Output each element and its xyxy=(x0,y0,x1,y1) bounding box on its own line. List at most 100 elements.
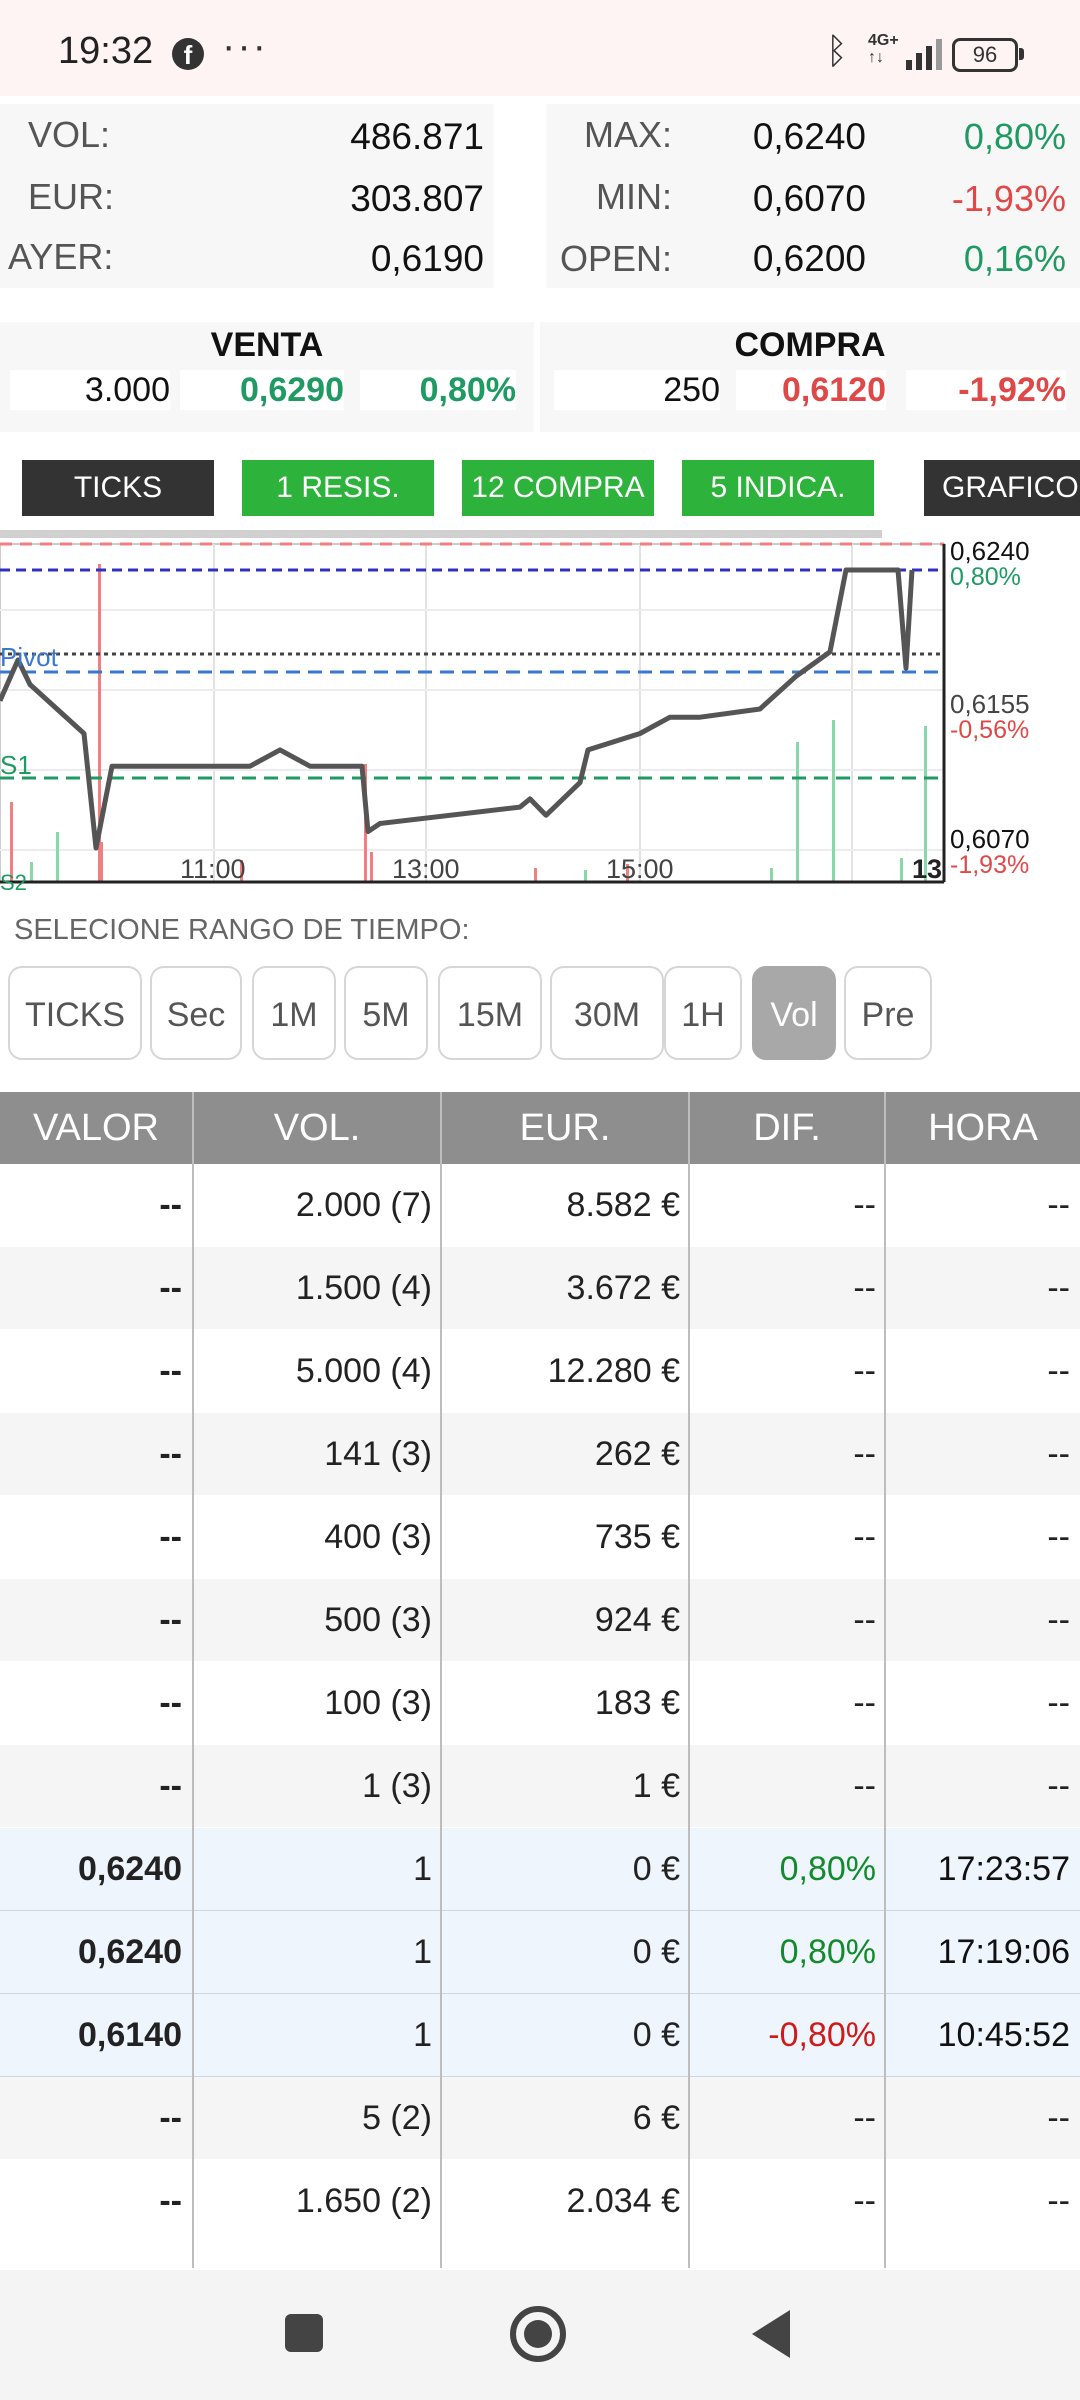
x-tick-0: 11:00 xyxy=(180,854,246,884)
cell-hora: -- xyxy=(1047,1352,1070,1390)
open-value: 0,6200 xyxy=(752,238,866,279)
x-tick-3: 13 xyxy=(912,854,942,884)
table-row[interactable]: -- 141 (3) 262 € -- -- xyxy=(0,1413,1080,1495)
cell-vol: 1 (3) xyxy=(362,1767,432,1805)
cell-hora: -- xyxy=(1047,2099,1070,2137)
cell-valor: -- xyxy=(159,1352,182,1390)
chart-levels xyxy=(0,542,944,780)
s2-label: S2 xyxy=(0,870,27,892)
cell-dif: -- xyxy=(853,2099,876,2137)
cell-valor: 0,6240 xyxy=(78,1933,182,1971)
volume-bar-13 xyxy=(832,720,835,882)
compra-pct: -1,92% xyxy=(906,370,1066,410)
max-pct: 0,80% xyxy=(963,116,1066,157)
volume-bar-2 xyxy=(56,832,59,882)
table-row[interactable]: -- 400 (3) 735 € -- -- xyxy=(0,1496,1080,1578)
col-separator xyxy=(688,1092,690,2268)
recent-apps-icon[interactable] xyxy=(285,2314,323,2352)
y-label-mid-pct: -0,56% xyxy=(950,716,1029,744)
y-label-max-pct: 0,80% xyxy=(950,563,1021,591)
table-row[interactable]: -- 2.000 (7) 8.582 € -- -- xyxy=(0,1164,1080,1246)
table-row[interactable]: -- 5.000 (4) 12.280 € -- -- xyxy=(0,1330,1080,1412)
more-notifications-icon: ··· xyxy=(222,24,268,68)
table-header: VALOR VOL. EUR. DIF. HORA xyxy=(0,1092,1080,1164)
table-row[interactable]: 0,6240 1 0 € 0,80% 17:19:06 xyxy=(0,1911,1080,1995)
max-label: MAX: xyxy=(583,114,672,155)
vol-value: 486.871 xyxy=(350,116,484,157)
cell-vol: 1.500 (4) xyxy=(295,1269,432,1307)
cell-hora: -- xyxy=(1047,1186,1070,1224)
range-15m-button[interactable]: 15M xyxy=(438,966,542,1060)
volume-bar-15 xyxy=(924,726,927,882)
cell-eur: 0 € xyxy=(632,1850,680,1888)
cell-dif: -- xyxy=(853,1518,876,1556)
venta-label: VENTA xyxy=(210,326,324,364)
eur-label: EUR: xyxy=(28,176,115,217)
tab-grafico[interactable]: GRAFICO I xyxy=(924,460,1080,516)
volume-bar-10 xyxy=(626,864,629,882)
header-vol: VOL. xyxy=(273,1107,361,1149)
table-row[interactable]: 0,6240 1 0 € 0,80% 17:23:57 xyxy=(0,1828,1080,1912)
chart-grid xyxy=(0,544,944,882)
cell-eur: 262 € xyxy=(594,1435,680,1473)
network-type-label: 4G+ xyxy=(868,32,899,49)
venta-pct: 0,80% xyxy=(360,370,516,410)
range-vol-button[interactable]: Vol xyxy=(752,966,836,1060)
bluetooth-icon: ᛒ xyxy=(826,30,848,71)
range-ticks-button[interactable]: TICKS xyxy=(8,966,142,1060)
cell-dif: -- xyxy=(853,1269,876,1307)
tab-indicators[interactable]: 5 INDICA. xyxy=(682,460,874,516)
cell-vol: 1 xyxy=(413,1933,432,1971)
volume-bar-0 xyxy=(10,802,13,882)
min-value: 0,6070 xyxy=(752,178,866,219)
cell-valor: 0,6140 xyxy=(78,2016,182,2054)
range-sec-button[interactable]: Sec xyxy=(150,966,242,1060)
price-chart[interactable]: Pivot S1 S2 11:00 13:00 15:00 13 0,6240 … xyxy=(0,530,1080,892)
range-5m-button[interactable]: 5M xyxy=(344,966,428,1060)
cell-vol: 400 (3) xyxy=(324,1518,432,1556)
range-pre-button[interactable]: Pre xyxy=(844,966,932,1060)
cell-vol: 500 (3) xyxy=(324,1601,432,1639)
range-30m-button[interactable]: 30M xyxy=(550,966,664,1060)
cell-valor: -- xyxy=(159,1601,182,1639)
cell-valor: -- xyxy=(159,1767,182,1805)
y-label-mid: 0,6155 xyxy=(950,689,1030,719)
y-label-min: 0,6070 xyxy=(950,824,1030,854)
cell-hora: -- xyxy=(1047,1518,1070,1556)
cell-eur: 6 € xyxy=(632,2099,680,2137)
table-row[interactable]: -- 5 (2) 6 € -- -- xyxy=(0,2077,1080,2159)
cell-vol: 5 (2) xyxy=(362,2099,432,2137)
table-row[interactable]: 0,6140 1 0 € -0,80% 10:45:52 xyxy=(0,1994,1080,2078)
cell-eur: 1 € xyxy=(632,1767,680,1805)
volume-bar-7 xyxy=(370,852,373,882)
header-dif: DIF. xyxy=(753,1107,821,1149)
home-icon[interactable] xyxy=(510,2306,566,2362)
table-row[interactable]: -- 1 (3) 1 € -- -- xyxy=(0,1745,1080,1827)
vol-label: VOL: xyxy=(28,114,111,155)
cell-hora: 17:23:57 xyxy=(937,1850,1070,1888)
cell-eur: 12.280 € xyxy=(547,1352,680,1390)
cell-hora: -- xyxy=(1047,1767,1070,1805)
tab-resistance[interactable]: 1 RESIS. xyxy=(242,460,434,516)
compra-qty: 250 xyxy=(554,370,720,410)
tab-ticks[interactable]: TICKS xyxy=(22,460,214,516)
range-1h-button[interactable]: 1H xyxy=(664,966,742,1060)
volume-bar-1 xyxy=(30,862,33,882)
cell-hora: -- xyxy=(1047,1684,1070,1722)
table-row[interactable]: -- 1.650 (2) 2.034 € -- -- xyxy=(0,2160,1080,2242)
cell-dif: -- xyxy=(853,1684,876,1722)
summary-panel-left: VOL: 486.871 EUR: 303.807 AYER: 0,6190 xyxy=(0,104,494,288)
cell-hora: -- xyxy=(1047,1269,1070,1307)
header-valor: VALOR xyxy=(32,1107,159,1149)
volume-bar-5 xyxy=(240,860,243,882)
range-1m-button[interactable]: 1M xyxy=(252,966,336,1060)
table-row[interactable]: -- 1.500 (4) 3.672 € -- -- xyxy=(0,1247,1080,1329)
table-row[interactable]: -- 100 (3) 183 € -- -- xyxy=(0,1662,1080,1744)
tab-compra[interactable]: 12 COMPRA xyxy=(462,460,654,516)
chart-scroll-bar[interactable] xyxy=(0,530,882,538)
x-tick-1: 13:00 xyxy=(392,854,460,884)
max-value: 0,6240 xyxy=(752,116,866,157)
table-row[interactable]: -- 500 (3) 924 € -- -- xyxy=(0,1579,1080,1661)
back-icon[interactable] xyxy=(752,2310,790,2358)
cell-vol: 100 (3) xyxy=(324,1684,432,1722)
